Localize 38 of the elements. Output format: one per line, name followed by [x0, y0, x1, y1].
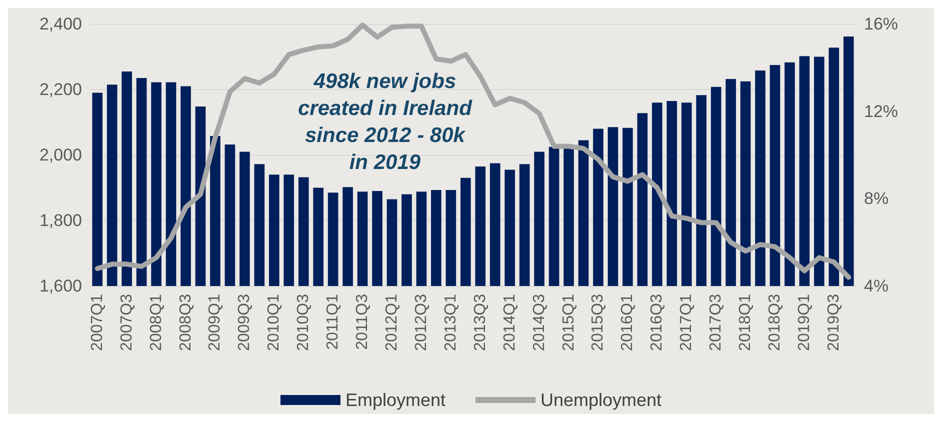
y2-tick-label: 8% [864, 189, 889, 208]
annotation: 498k new jobs created in Ireland since 2012 - 80k in 2019 [298, 70, 474, 174]
y2-tick-label: 12% [864, 102, 898, 121]
x-tick-label: 2007Q3 [118, 294, 136, 351]
x-tick-label: 2011Q1 [324, 294, 342, 350]
y-tick-label: 2,400 [39, 14, 82, 34]
x-tick-label: 2013Q3 [472, 294, 489, 351]
x-tick-label: 2017Q1 [678, 294, 696, 351]
y2-tick-label: 4% [864, 276, 889, 296]
x-tick-label: 2018Q1 [737, 294, 754, 351]
x-tick-label: 2014Q1 [501, 294, 518, 351]
y-tick-label: 2,200 [39, 80, 82, 99]
x-tick-label: 2014Q3 [530, 294, 548, 351]
x-tick-label: 2015Q1 [560, 294, 578, 351]
x-tick-label: 2015Q3 [590, 294, 607, 351]
x-tick-label: 2009Q3 [236, 294, 254, 351]
x-tick-label: 2019Q1 [796, 294, 813, 351]
y2-tick-label: 16% [864, 14, 898, 34]
x-tick-label: 2008Q3 [177, 294, 194, 351]
x-tick-label: 2016Q1 [619, 294, 636, 351]
x-tick-label: 2017Q3 [708, 294, 725, 351]
x-tick-label: 2011Q3 [354, 294, 372, 350]
x-tick-label: 2016Q3 [648, 294, 666, 351]
x-tick-label: 2007Q1 [88, 294, 106, 351]
x-tick-label: 2010Q3 [295, 294, 312, 351]
y-tick-label: 1,600 [39, 276, 82, 296]
x-tick-label: 2009Q1 [206, 294, 224, 351]
y-tick-label: 1,800 [39, 211, 82, 230]
x-tick-label: 2018Q3 [766, 294, 784, 351]
x-tick-label: 2012Q1 [383, 294, 400, 351]
x-tick-label: 2008Q1 [148, 294, 165, 351]
y-tick-label: 2,000 [39, 146, 82, 164]
x-tick-label: 2013Q1 [442, 294, 460, 351]
x-tick-label: 2010Q1 [266, 294, 283, 351]
legend-label: Employment [345, 390, 446, 410]
x-tick-label: 2019Q3 [825, 294, 842, 351]
x-tick-label: 2012Q3 [412, 294, 430, 351]
legend-label: Unemployment [540, 390, 662, 410]
